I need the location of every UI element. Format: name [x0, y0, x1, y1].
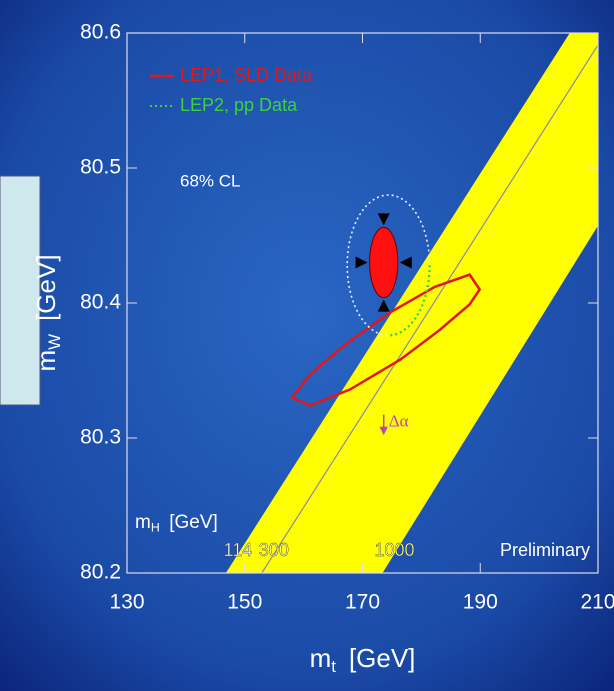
confidence-label: 68% CL	[180, 171, 240, 190]
delta-alpha-arrow	[379, 414, 388, 436]
y-axis-title-unit: [GeV]	[31, 254, 61, 320]
error-arrow	[377, 213, 390, 226]
y-axis-title-subscript: W	[45, 334, 64, 350]
x-axis-title-unit: [GeV]	[349, 643, 415, 673]
y-tick-label: 80.5	[80, 156, 121, 179]
mh-value-label: 114	[224, 540, 253, 560]
x-tick-label: 130	[109, 591, 144, 614]
side-panel	[0, 175, 41, 406]
x-tick-label: 190	[463, 591, 498, 614]
y-tick-label: 80.6	[80, 21, 121, 44]
y-axis-title: mW [GeV]	[31, 254, 64, 371]
delta-alpha-label: Δα	[389, 411, 409, 430]
error-arrow	[355, 256, 368, 269]
mh-line	[261, 43, 598, 573]
plot-area	[225, 33, 598, 573]
x-tick-label: 210	[580, 591, 614, 614]
mh-value-label: 1000	[374, 540, 414, 560]
lep2-contour-green	[388, 265, 431, 337]
mh-title-subscript: H	[151, 521, 160, 535]
mh-title-symbol: m	[135, 512, 151, 533]
y-axis-title-symbol: m	[31, 350, 61, 372]
x-tick-label: 150	[227, 591, 262, 614]
y-tick-label: 80.3	[80, 426, 121, 449]
mh-value-label: 300	[259, 540, 289, 560]
legend-label: LEP2, pp Data	[180, 95, 298, 115]
note: Preliminary	[500, 540, 590, 560]
legend-label: LEP1, SLD Data	[180, 65, 313, 85]
x-axis-title: mt [GeV]	[310, 643, 416, 676]
mh-title: mH [GeV]	[135, 512, 218, 535]
mh-title-unit: [GeV]	[169, 512, 218, 533]
measurement	[369, 226, 399, 299]
y-tick-label: 80.2	[80, 561, 121, 584]
error-arrow	[377, 299, 390, 312]
sm-band	[225, 33, 598, 573]
y-tick-label: 80.4	[80, 291, 121, 314]
error-arrow	[399, 256, 412, 269]
x-axis-title-symbol: m	[310, 643, 332, 673]
x-tick-label: 170	[345, 591, 380, 614]
overlay: 114 300 1000 Δα 130 150 170 190 210 80.2 80.3 80.4 8…	[31, 21, 614, 677]
x-axis-title-subscript: t	[331, 657, 336, 676]
lep1-contour	[289, 273, 482, 407]
